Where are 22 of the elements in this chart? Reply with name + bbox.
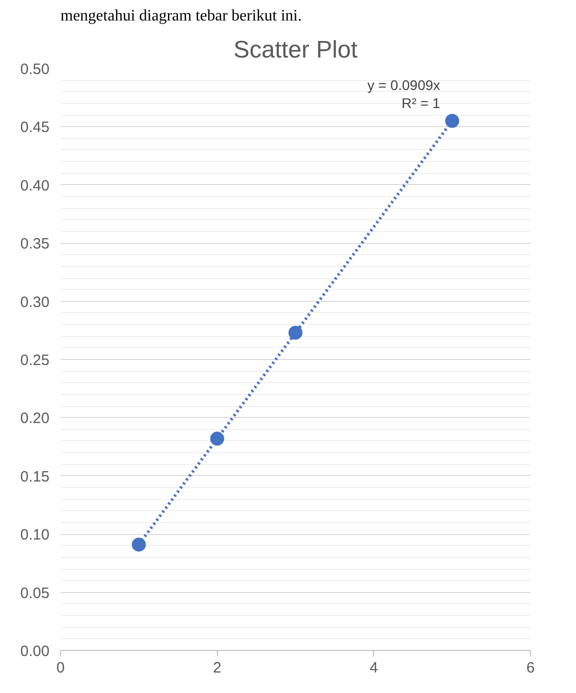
y-tick-label: 0.25: [20, 352, 50, 369]
point: [288, 326, 302, 340]
y-tick-label: 0.20: [20, 410, 50, 428]
y-tick-label: 0.50: [20, 61, 50, 78]
y-tick-label: 0.15: [20, 468, 50, 486]
chart-title: Scatter Plot: [233, 36, 358, 64]
y-tick-label: 0.10: [20, 526, 50, 544]
x-tick-label: 4: [370, 660, 378, 676]
y-tick-label: 0.35: [20, 236, 50, 253]
text: mengetahui diagram tebar berikut ini.: [60, 8, 302, 24]
point: [132, 538, 146, 552]
x-tick-label: 0: [56, 660, 65, 676]
y-tick-label: 0.05: [20, 584, 50, 602]
y-tick-label: 0.40: [20, 177, 50, 194]
point: [445, 114, 460, 128]
x-tick-label: 6: [526, 660, 535, 676]
annotation: R² = 1: [402, 94, 440, 111]
y-tick-label: 0.30: [20, 294, 50, 311]
y-tick-label: 0.00: [20, 643, 50, 660]
x-tick-label: 2: [212, 660, 222, 676]
y-tick-label: 0.45: [20, 119, 50, 136]
annotation: y = 0.0909x: [367, 76, 440, 93]
